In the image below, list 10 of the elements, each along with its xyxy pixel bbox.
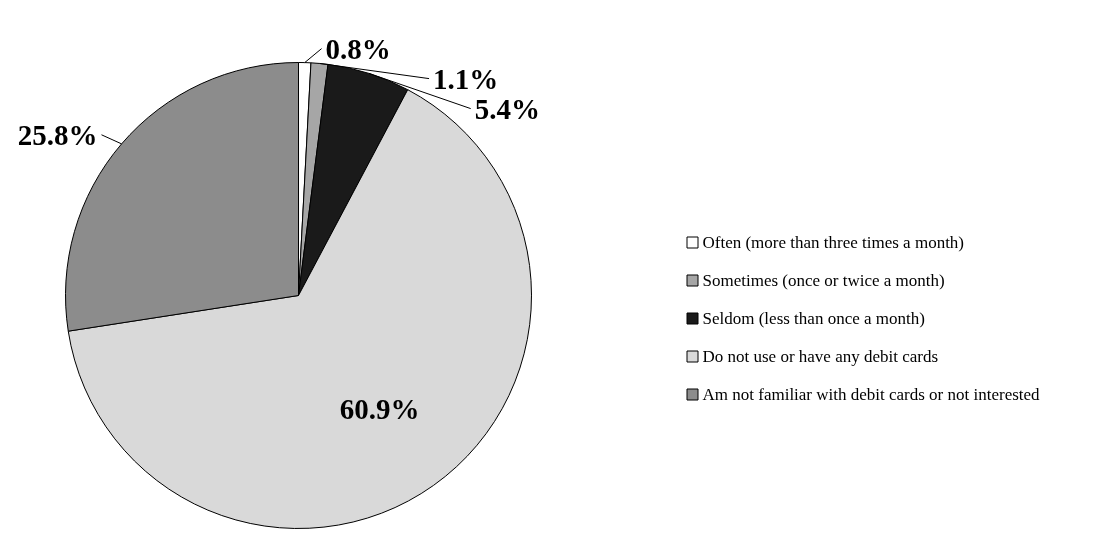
legend-label: Seldom (less than once a month) [702, 309, 925, 328]
legend-label: Often (more than three times a month) [702, 233, 965, 252]
legend-label: Do not use or have any debit cards [702, 347, 939, 366]
data-label: 25.8% [17, 118, 98, 151]
data-label: 60.9% [339, 393, 420, 426]
data-label: 5.4% [474, 92, 540, 125]
legend-label: Am not familiar with debit cards or not interested [702, 385, 1041, 404]
legend-label: Sometimes (once or twice a month) [702, 271, 945, 290]
data-label: 0.8% [325, 32, 391, 65]
data-label: 1.1% [433, 62, 499, 95]
